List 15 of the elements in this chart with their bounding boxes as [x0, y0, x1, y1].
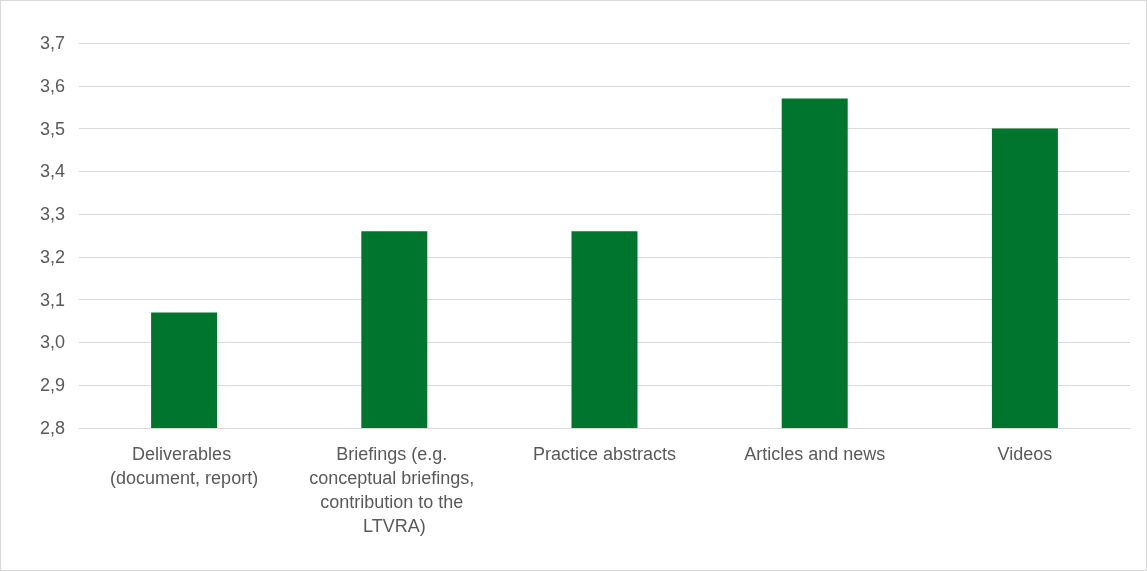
- y-tick-label: 3,2: [39, 246, 65, 267]
- y-tick-label: 3,4: [39, 161, 65, 182]
- y-tick-label: 3,7: [39, 33, 65, 53]
- y-tick-label: 3,5: [39, 118, 65, 139]
- x-tick-label: Practice abstracts: [532, 444, 677, 464]
- y-tick-label: 2,8: [39, 418, 65, 438]
- x-tick-label: Videos: [997, 444, 1053, 464]
- x-tick-label: Articles and news: [744, 444, 886, 464]
- y-tick-label: 3,1: [39, 289, 65, 310]
- x-tick-label: Deliverables (document, report): [110, 444, 259, 488]
- y-tick-label: 3,6: [39, 75, 65, 96]
- y-tick-label: 3,0: [39, 332, 65, 353]
- y-tick-label: 3,3: [39, 204, 65, 225]
- y-tick-label: 2,9: [39, 375, 65, 396]
- x-tick-label: Briefings (e.g. conceptual briefings, contribution to the LTVRA): [309, 444, 480, 536]
